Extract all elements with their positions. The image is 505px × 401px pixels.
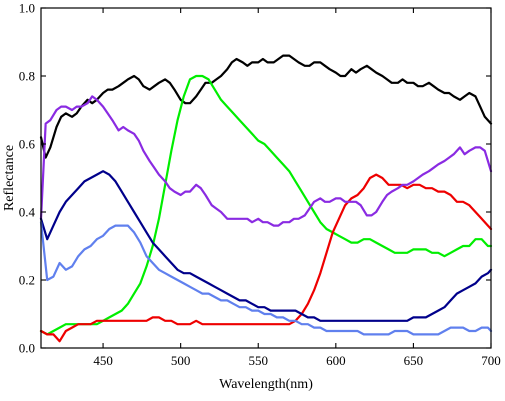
x-tick-label: 600 <box>326 353 346 368</box>
series-layer <box>39 54 493 343</box>
series-line-2 <box>39 74 493 336</box>
axis-ticks <box>41 7 492 349</box>
y-tick-label: 0.4 <box>19 205 36 220</box>
x-tick-label: 450 <box>93 353 113 368</box>
series-line-3 <box>39 173 493 343</box>
x-tick-label: 700 <box>481 353 501 368</box>
x-axis-title: Wavelength(nm) <box>219 377 313 392</box>
y-axis-title: Reflectance <box>2 145 17 211</box>
x-tick-label: 650 <box>404 353 424 368</box>
tick-labels: 450 500 550 600 650 700 0.0 0.2 0.4 0.6 0.8 1.0 <box>19 1 501 369</box>
series-line-6 <box>39 221 493 336</box>
y-tick-label: 1.0 <box>19 1 35 16</box>
series-line-1 <box>39 54 493 159</box>
series-line-4 <box>39 95 493 227</box>
y-tick-label: 0.8 <box>19 69 35 84</box>
y-tick-label: 0.0 <box>19 341 35 356</box>
series-line-5 <box>39 170 493 322</box>
x-tick-label: 500 <box>171 353 191 368</box>
y-tick-label: 0.2 <box>19 273 35 288</box>
y-tick-label: 0.6 <box>19 137 36 152</box>
x-tick-label: 550 <box>248 353 268 368</box>
plot-frame <box>40 7 492 349</box>
